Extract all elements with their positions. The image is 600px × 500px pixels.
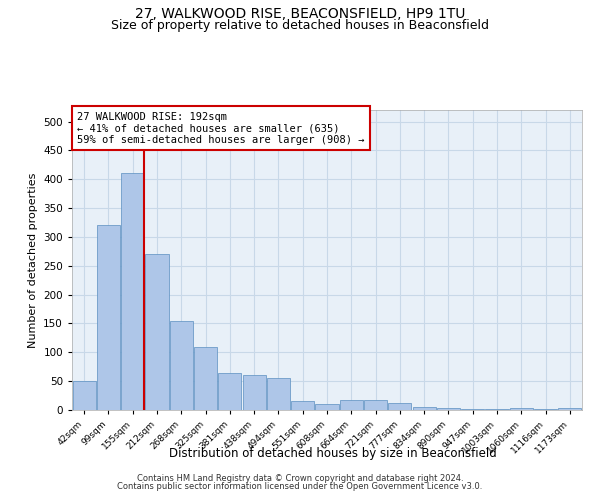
Bar bbox=[291, 402, 314, 410]
Bar bbox=[437, 408, 460, 410]
Text: Contains public sector information licensed under the Open Government Licence v3: Contains public sector information licen… bbox=[118, 482, 482, 491]
Bar bbox=[388, 403, 412, 410]
Bar bbox=[170, 320, 193, 410]
Bar bbox=[559, 408, 581, 410]
Bar bbox=[194, 346, 217, 410]
Text: 27, WALKWOOD RISE, BEACONSFIELD, HP9 1TU: 27, WALKWOOD RISE, BEACONSFIELD, HP9 1TU bbox=[135, 8, 465, 22]
Bar bbox=[267, 378, 290, 410]
Bar bbox=[340, 400, 363, 410]
Text: Contains HM Land Registry data © Crown copyright and database right 2024.: Contains HM Land Registry data © Crown c… bbox=[137, 474, 463, 483]
Bar bbox=[121, 174, 144, 410]
Bar bbox=[73, 381, 95, 410]
Bar bbox=[218, 372, 241, 410]
Bar bbox=[413, 407, 436, 410]
Text: Size of property relative to detached houses in Beaconsfield: Size of property relative to detached ho… bbox=[111, 18, 489, 32]
Y-axis label: Number of detached properties: Number of detached properties bbox=[28, 172, 38, 348]
Bar bbox=[510, 408, 533, 410]
Bar bbox=[145, 254, 169, 410]
Bar bbox=[316, 404, 338, 410]
Bar bbox=[364, 400, 387, 410]
Bar bbox=[97, 226, 120, 410]
Text: 27 WALKWOOD RISE: 192sqm
← 41% of detached houses are smaller (635)
59% of semi-: 27 WALKWOOD RISE: 192sqm ← 41% of detach… bbox=[77, 112, 365, 144]
Text: Distribution of detached houses by size in Beaconsfield: Distribution of detached houses by size … bbox=[169, 448, 497, 460]
Bar bbox=[242, 376, 266, 410]
